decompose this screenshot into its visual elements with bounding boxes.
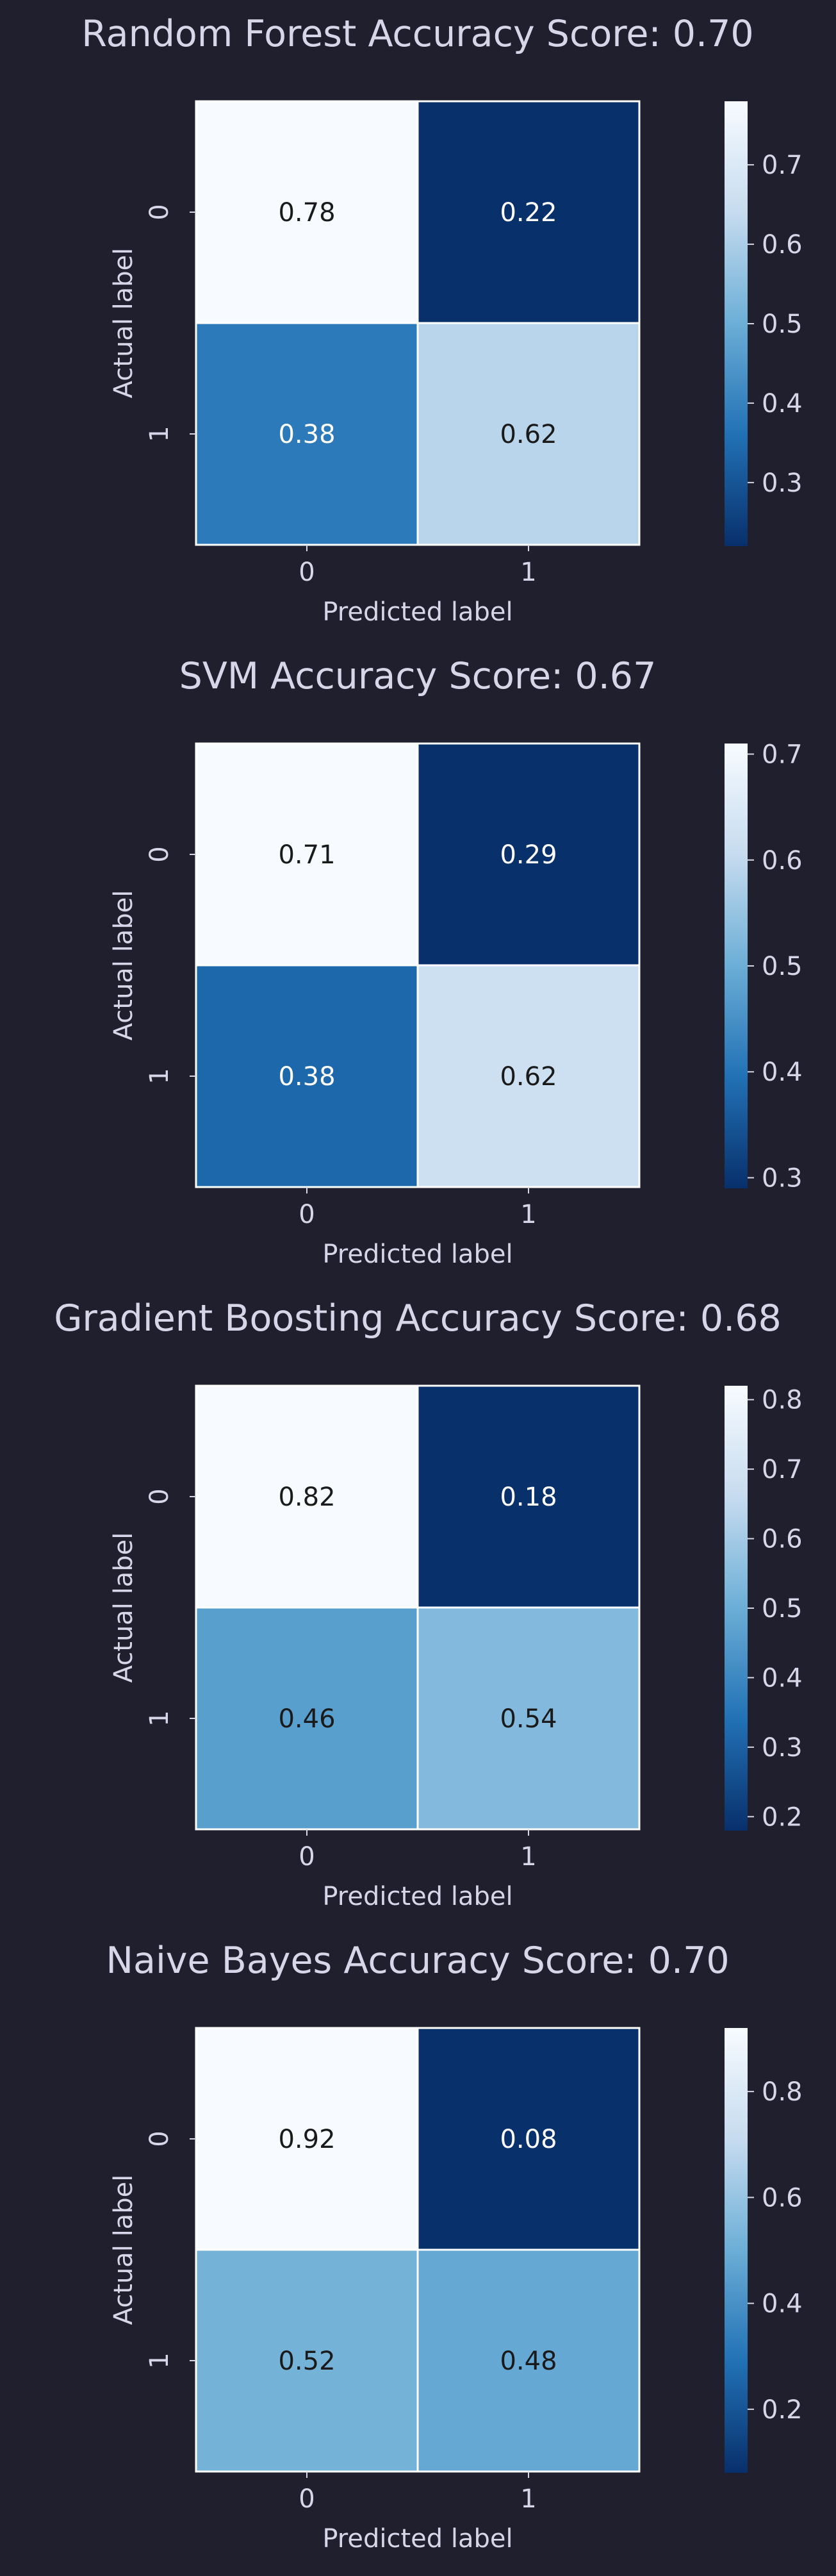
colorbar-tick-label: 0.2 (762, 1802, 803, 1832)
colorbar-tick-label: 0.3 (762, 1163, 803, 1193)
colorbar-tick-label: 0.6 (762, 230, 803, 260)
svm-confusion-matrix: SVM Accuracy Score: 0.67 0.71 0.29 0.38 0.62… (0, 642, 836, 1283)
y-axis-label: Actual label (109, 1533, 138, 1683)
y-tick-label: 0 (145, 204, 174, 220)
cell-value-label: 0.62 (500, 420, 557, 449)
colorbar-tick-label: 0.8 (762, 2077, 803, 2107)
colorbar (725, 101, 748, 546)
x-axis-label: Predicted label (322, 2524, 512, 2554)
colorbar-tick-label: 0.4 (762, 1663, 803, 1693)
cell-value-label: 0.71 (278, 840, 335, 870)
heatmap: 0.92 0.08 0.52 0.48 (195, 2027, 641, 2473)
y-tick-label: 1 (145, 426, 174, 442)
heatmap: 0.71 0.29 0.38 0.62 (195, 742, 641, 1188)
chart-svg: Random Forest Accuracy Score: 0.700.78 0.… (81, 13, 803, 627)
colorbar-tick-label: 0.4 (762, 2289, 803, 2319)
colorbar-tick-label: 0.3 (762, 1733, 803, 1763)
x-tick-label: 1 (520, 1842, 536, 1872)
cell-value-label: 0.48 (500, 2347, 557, 2376)
cell-value-label: 0.62 (500, 1062, 557, 1092)
y-tick-label: 0 (145, 2131, 174, 2147)
colorbar-tick-label: 0.5 (762, 310, 803, 339)
y-tick-label: 1 (145, 2352, 174, 2368)
heatmap: 0.78 0.22 0.38 0.62 (195, 100, 641, 546)
colorbar-tick-label: 0.2 (762, 2395, 803, 2425)
heatmap: 0.82 0.18 0.46 0.54 (195, 1384, 641, 1831)
colorbar-tick-label: 0.4 (762, 389, 803, 419)
cell-value-label: 0.52 (278, 2347, 335, 2376)
cell-value-label: 0.22 (500, 198, 557, 228)
heatmap-cell (195, 1606, 419, 1831)
x-tick-label: 0 (299, 1200, 315, 1229)
colorbar-tick-label: 0.3 (762, 469, 803, 498)
y-tick-label: 0 (145, 846, 174, 862)
cell-value-label: 0.18 (500, 1483, 557, 1512)
heatmap-cell (416, 1606, 641, 1831)
cell-value-label: 0.08 (500, 2125, 557, 2154)
cell-value-label: 0.92 (278, 2125, 335, 2154)
chart-title: Naive Bayes Accuracy Score: 0.70 (106, 1940, 729, 1982)
y-axis-label: Actual label (109, 2175, 138, 2325)
colorbar-tick-label: 0.7 (762, 740, 803, 770)
x-tick-label: 1 (520, 1200, 536, 1229)
heatmap-cell (416, 322, 641, 546)
heatmap-cell (195, 964, 419, 1188)
heatmap-cell (416, 2027, 641, 2251)
colorbar-tick-label: 0.6 (762, 2183, 803, 2213)
heatmap-cell (416, 1384, 641, 1609)
random-forest-confusion-matrix: Random Forest Accuracy Score: 0.70 0.78 0.… (0, 0, 836, 641)
x-tick-label: 0 (299, 2484, 315, 2514)
y-axis-label: Actual label (109, 248, 138, 399)
colorbar (725, 744, 748, 1188)
colorbar-tick-label: 0.4 (762, 1058, 803, 1087)
cell-value-label: 0.46 (278, 1704, 335, 1734)
cell-value-label: 0.54 (500, 1704, 557, 1734)
colorbar (725, 1386, 748, 1831)
x-tick-label: 1 (520, 558, 536, 587)
cell-value-label: 0.38 (278, 1062, 335, 1092)
heatmap-cell (416, 100, 641, 324)
colorbar-tick-label: 0.7 (762, 1455, 803, 1484)
x-tick-label: 0 (299, 558, 315, 587)
heatmap-cell (416, 2248, 641, 2473)
x-tick-label: 1 (520, 2484, 536, 2514)
chart-title: Gradient Boosting Accuracy Score: 0.68 (54, 1297, 782, 1340)
cell-value-label: 0.82 (278, 1483, 335, 1512)
chart-svg: SVM Accuracy Score: 0.670.71 0.290.38 0.62… (109, 655, 803, 1269)
chart-svg: Naive Bayes Accuracy Score: 0.70 0.92 0.08… (106, 1940, 803, 2554)
cell-value-label: 0.38 (278, 420, 335, 449)
y-tick-label: 0 (145, 1488, 174, 1504)
x-axis-label: Predicted label (322, 597, 512, 627)
chart-svg: Gradient Boosting Accuracy Score: 0.68 0.… (54, 1297, 803, 1911)
cell-value-label: 0.78 (278, 198, 335, 228)
y-axis-label: Actual label (109, 890, 138, 1041)
heatmap-cell (195, 2027, 419, 2251)
heatmap-cell (195, 322, 419, 546)
y-tick-label: 1 (145, 1710, 174, 1726)
x-tick-label: 0 (299, 1842, 315, 1872)
chart-title: Random Forest Accuracy Score: 0.70 (81, 13, 753, 55)
colorbar-tick-label: 0.7 (762, 151, 803, 180)
colorbar (725, 2028, 748, 2473)
colorbar-tick-label: 0.5 (762, 952, 803, 981)
gradient-boosting-confusion-matrix: Gradient Boosting Accuracy Score: 0.68 0.… (0, 1284, 836, 1925)
x-axis-label: Predicted label (322, 1240, 512, 1269)
x-axis-label: Predicted label (322, 1882, 512, 1911)
y-tick-label: 1 (145, 1068, 174, 1084)
chart-title: SVM Accuracy Score: 0.67 (179, 655, 657, 697)
heatmap-cell (195, 2248, 419, 2473)
naive-bayes-confusion-matrix: Naive Bayes Accuracy Score: 0.70 0.92 0.08… (0, 1927, 836, 2568)
colorbar-tick-label: 0.5 (762, 1594, 803, 1624)
colorbar-tick-label: 0.6 (762, 846, 803, 876)
colorbar-tick-label: 0.8 (762, 1386, 803, 1415)
heatmap-cell (195, 100, 419, 324)
colorbar-tick-label: 0.6 (762, 1525, 803, 1554)
cell-value-label: 0.29 (500, 840, 557, 870)
heatmap-cell (416, 964, 641, 1188)
heatmap-cell (416, 742, 641, 967)
